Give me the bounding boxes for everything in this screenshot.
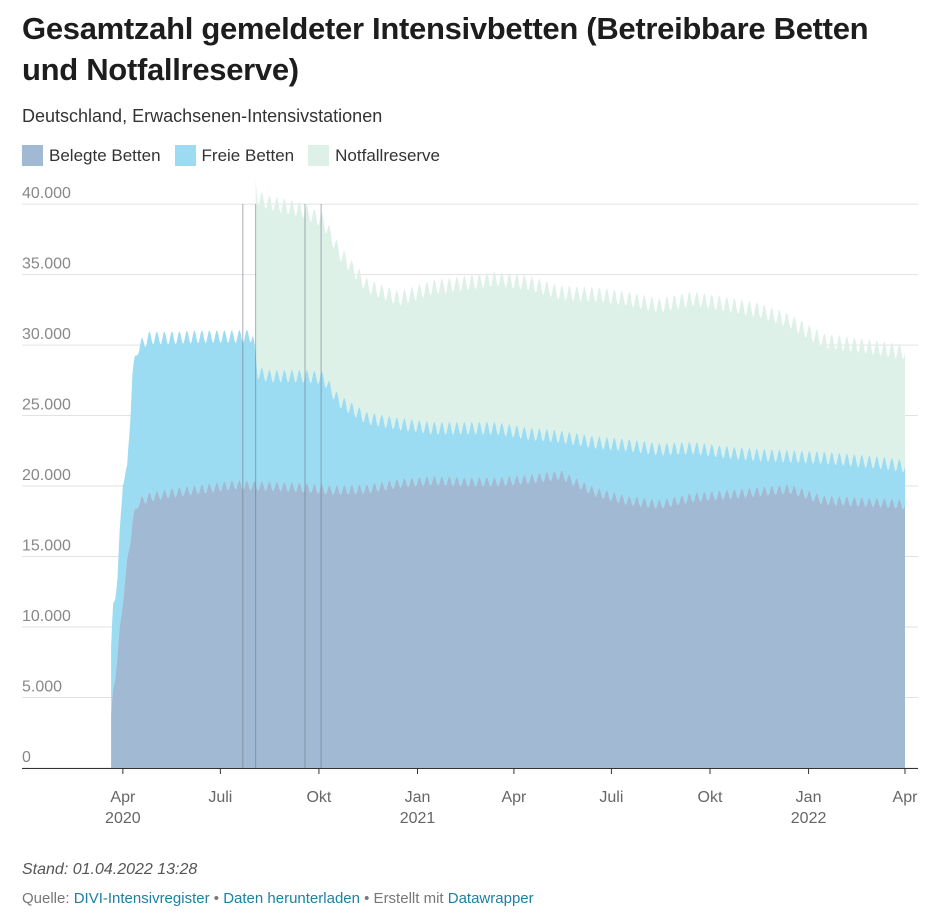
y-tick-label: 30.000 — [22, 326, 71, 343]
x-tick-label: Apr — [501, 789, 527, 806]
chart-title: Gesamtzahl gemeldeter Intensivbetten (Be… — [22, 11, 869, 87]
y-tick-label: 0 — [22, 749, 31, 766]
legend-item-freie: Freie Betten — [174, 145, 295, 166]
footer-created-with: • Erstellt mit — [364, 890, 444, 907]
legend: Belegte Betten Freie Betten Notfallreser… — [22, 145, 454, 166]
x-tick-label: Juli — [208, 789, 232, 806]
stacked-areas — [111, 180, 906, 768]
footer: Quelle: DIVI-Intensivregister • Daten he… — [22, 890, 534, 907]
x-tick-label: Jan — [796, 789, 822, 806]
source-link[interactable]: DIVI-Intensivregister — [73, 890, 210, 907]
legend-swatch-belegte — [22, 145, 43, 166]
y-tick-label: 35.000 — [22, 256, 71, 273]
legend-swatch-notfall — [308, 145, 330, 166]
x-tick-label: Jan — [405, 789, 431, 806]
x-tick-year: 2021 — [400, 810, 436, 827]
legend-label-notfall: Notfallreserve — [335, 145, 441, 165]
legend-item-notfall: Notfallreserve — [308, 145, 440, 166]
source-label: Quelle: — [22, 890, 70, 907]
x-tick-year: 2022 — [791, 810, 827, 827]
data-timestamp: Stand: 01.04.2022 13:28 — [22, 861, 198, 878]
chart-subtitle: Deutschland, Erwachsenen-Intensivstation… — [22, 106, 383, 126]
x-tick-year: 2020 — [105, 810, 141, 827]
datawrapper-link[interactable]: Datawrapper — [447, 890, 534, 907]
y-tick-label: 15.000 — [22, 538, 71, 555]
area-chart: 0 5.000 10.000 15.000 20.000 25.000 30.000 35.0… — [22, 180, 918, 827]
x-tick-label: Juli — [599, 789, 623, 806]
area-notfallreserve — [255, 180, 905, 473]
marker-lines — [242, 204, 322, 768]
x-tick-label: Okt — [306, 789, 331, 806]
footer-separator: • — [213, 890, 220, 907]
x-tick-label: Apr — [110, 789, 136, 806]
y-tick-label: 5.000 — [22, 679, 62, 696]
area-belegte-betten — [111, 470, 906, 768]
x-tick-label: Apr — [893, 789, 919, 806]
area-freie-betten — [111, 329, 906, 715]
x-tick-label: Okt — [698, 789, 723, 806]
legend-label-belegte: Belegte Betten — [49, 145, 161, 165]
legend-item-belegte: Belegte Betten — [22, 145, 161, 166]
y-tick-label: 25.000 — [22, 397, 71, 414]
y-tick-label: 10.000 — [22, 608, 71, 625]
legend-label-freie: Freie Betten — [201, 145, 295, 165]
download-link[interactable]: Daten herunterladen — [223, 890, 360, 907]
y-tick-label: 40.000 — [22, 185, 71, 202]
legend-swatch-freie — [174, 145, 196, 166]
y-tick-label: 20.000 — [22, 467, 71, 484]
axes: 0 5.000 10.000 15.000 20.000 25.000 30.000 35.0… — [22, 185, 918, 827]
